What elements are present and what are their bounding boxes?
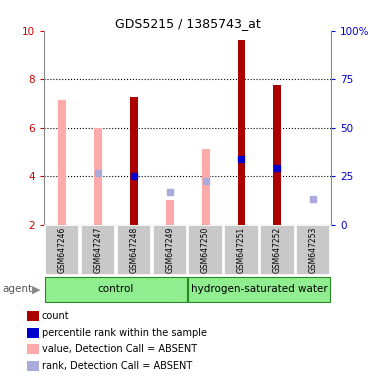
Bar — [130, 98, 138, 225]
FancyBboxPatch shape — [224, 225, 259, 275]
Point — [95, 169, 101, 175]
Bar — [58, 100, 66, 225]
Title: GDS5215 / 1385743_at: GDS5215 / 1385743_at — [115, 17, 261, 30]
FancyBboxPatch shape — [45, 225, 79, 275]
FancyBboxPatch shape — [81, 225, 115, 275]
Text: agent: agent — [2, 284, 32, 294]
Text: GSM647253: GSM647253 — [309, 227, 318, 273]
FancyBboxPatch shape — [188, 277, 330, 302]
Bar — [166, 200, 174, 225]
Point — [131, 173, 137, 179]
Point — [274, 165, 280, 171]
Text: hydrogen-saturated water: hydrogen-saturated water — [191, 284, 328, 295]
FancyBboxPatch shape — [45, 277, 187, 302]
FancyBboxPatch shape — [152, 225, 187, 275]
Point — [203, 177, 209, 184]
Text: GSM647252: GSM647252 — [273, 227, 282, 273]
Text: GSM647249: GSM647249 — [165, 227, 174, 273]
Point — [238, 156, 244, 162]
Point — [167, 189, 173, 195]
Point — [310, 196, 316, 202]
Text: GSM647248: GSM647248 — [129, 227, 139, 273]
Bar — [238, 40, 245, 225]
Text: GSM647250: GSM647250 — [201, 227, 210, 273]
Bar — [94, 128, 102, 225]
FancyBboxPatch shape — [188, 225, 223, 275]
FancyBboxPatch shape — [260, 225, 295, 275]
Text: control: control — [98, 284, 134, 295]
Text: GSM647246: GSM647246 — [58, 227, 67, 273]
FancyBboxPatch shape — [117, 225, 151, 275]
Bar — [273, 85, 281, 225]
Text: rank, Detection Call = ABSENT: rank, Detection Call = ABSENT — [42, 361, 192, 371]
Text: percentile rank within the sample: percentile rank within the sample — [42, 328, 207, 338]
Bar — [202, 149, 209, 225]
Text: value, Detection Call = ABSENT: value, Detection Call = ABSENT — [42, 344, 197, 354]
Text: ▶: ▶ — [32, 284, 40, 294]
Text: count: count — [42, 311, 69, 321]
Text: GSM647247: GSM647247 — [94, 227, 102, 273]
FancyBboxPatch shape — [296, 225, 330, 275]
Text: GSM647251: GSM647251 — [237, 227, 246, 273]
